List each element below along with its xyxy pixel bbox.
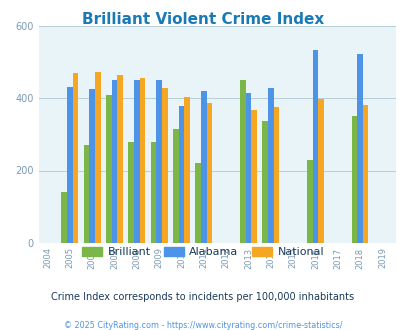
Bar (178, 106, 184, 243)
Bar (106, 95, 111, 243)
Legend: Brilliant, Alabama, National: Brilliant, Alabama, National (77, 243, 328, 262)
Bar (128, 143, 134, 243)
Bar (273, 108, 279, 243)
Bar (262, 121, 267, 243)
Bar (318, 99, 323, 243)
Bar (306, 160, 312, 243)
Bar (156, 81, 162, 243)
Bar (150, 143, 156, 243)
Bar (245, 93, 251, 243)
Bar (251, 110, 256, 243)
Text: Brilliant Violent Crime Index: Brilliant Violent Crime Index (82, 12, 323, 26)
Bar (95, 72, 100, 243)
Bar (83, 145, 89, 243)
Bar (206, 103, 212, 243)
Bar (362, 105, 368, 243)
Text: © 2025 CityRating.com - https://www.cityrating.com/crime-statistics/: © 2025 CityRating.com - https://www.city… (64, 321, 341, 330)
Bar (184, 97, 190, 243)
Bar (111, 81, 117, 243)
Bar (134, 81, 139, 243)
Bar (239, 81, 245, 243)
Bar (351, 116, 356, 243)
Bar (312, 50, 318, 243)
Bar (200, 91, 206, 243)
Bar (139, 78, 145, 243)
Bar (72, 73, 78, 243)
Bar (61, 192, 67, 243)
Bar (89, 89, 95, 243)
Bar (117, 75, 123, 243)
Bar (67, 87, 72, 243)
Bar (267, 88, 273, 243)
Bar (173, 129, 178, 243)
Text: Crime Index corresponds to incidents per 100,000 inhabitants: Crime Index corresponds to incidents per… (51, 292, 354, 302)
Bar (356, 54, 362, 243)
Bar (162, 88, 167, 243)
Bar (195, 163, 200, 243)
